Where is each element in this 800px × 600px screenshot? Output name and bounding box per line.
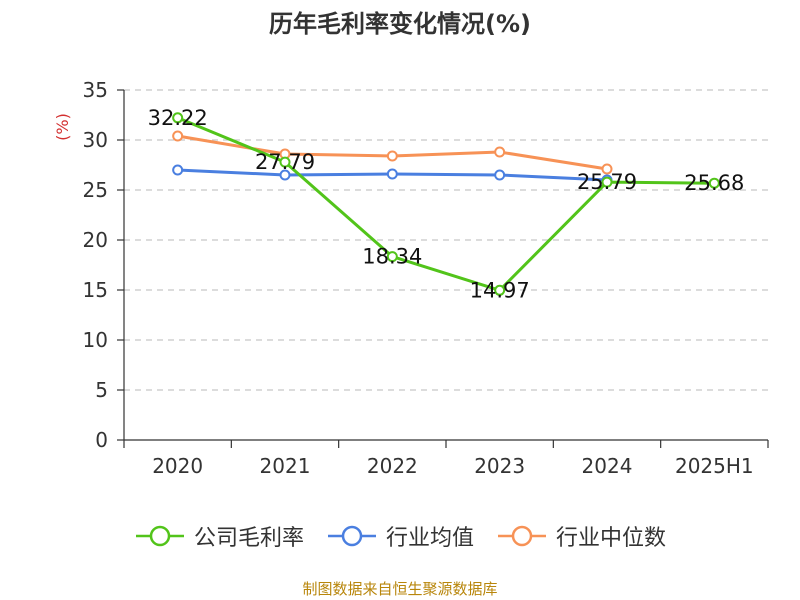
series-point-0	[172, 112, 184, 124]
series-point-1	[172, 164, 184, 176]
data-label: 32.22	[148, 106, 208, 130]
series-point-0	[386, 251, 398, 263]
legend-label-industry-mean: 行业均值	[385, 526, 474, 551]
y-tick-label: 10	[83, 328, 108, 352]
series-point-2	[494, 146, 506, 158]
legend-marker-industry-median	[498, 525, 546, 547]
series-point-1	[386, 168, 398, 180]
y-tick-label: 30	[83, 128, 108, 152]
x-tick-label: 2023	[474, 454, 525, 478]
legend-marker-industry-mean	[327, 525, 376, 547]
legend-label-industry-median: 行业中位数	[556, 526, 667, 551]
data-label: 18.34	[362, 245, 422, 269]
data-label: 25.68	[684, 171, 744, 195]
series-point-2	[386, 150, 398, 162]
y-tick-label: 5	[95, 378, 108, 402]
x-tick-label: 2020	[152, 454, 203, 478]
series-point-2	[172, 130, 184, 142]
series-point-0	[601, 176, 613, 188]
legend-marker-company	[135, 525, 184, 547]
data-label: 27.79	[255, 150, 315, 174]
y-tick-label: 15	[83, 278, 108, 302]
chart-legend: 公司毛利率 行业均值 行业中位数	[0, 520, 800, 552]
series-point-0	[279, 156, 291, 168]
chart-title: 历年毛利率变化情况(%)	[269, 10, 531, 38]
y-tick-label: 35	[83, 78, 108, 102]
y-axis-label: (%)	[53, 113, 72, 141]
x-tick-label: 2022	[367, 454, 418, 478]
data-label: 14.97	[470, 278, 530, 302]
legend-item-company[interactable]: 公司毛利率	[134, 520, 304, 552]
y-tick-label: 25	[83, 178, 108, 202]
y-tick-label: 20	[83, 228, 108, 252]
y-tick-label: 0	[95, 428, 108, 452]
series-point-2	[601, 163, 613, 175]
legend-label-company: 公司毛利率	[193, 526, 304, 551]
x-tick-label: 2021	[260, 454, 311, 478]
x-tick-label: 2025H1	[675, 454, 754, 478]
x-tick-label: 2024	[582, 454, 633, 478]
series-point-1	[494, 169, 506, 181]
series-point-0	[494, 284, 506, 296]
series-line-0	[177, 116, 715, 292]
legend-item-industry-mean[interactable]: 行业均值	[326, 520, 474, 552]
source-footnote: 制图数据来自恒生聚源数据库	[302, 580, 498, 598]
data-label: 25.79	[577, 170, 637, 194]
legend-item-industry-median[interactable]: 行业中位数	[496, 520, 666, 552]
series-point-0	[708, 177, 720, 189]
series-point-1	[279, 169, 291, 181]
